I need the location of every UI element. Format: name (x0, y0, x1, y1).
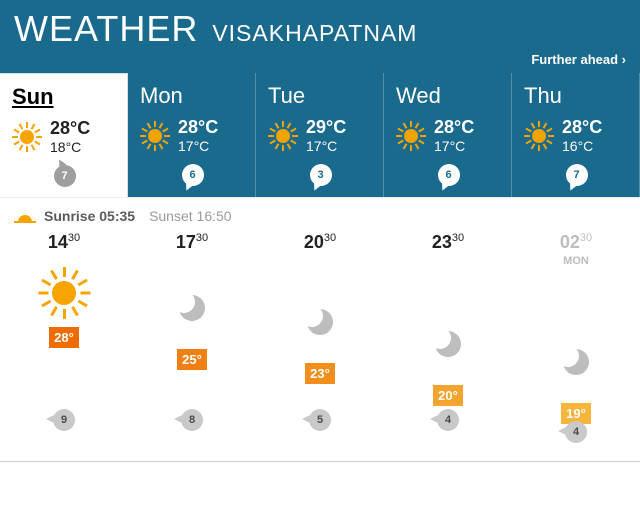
day-tab-mon[interactable]: Mon 28°C 17°C 6 (128, 73, 256, 197)
hour-time: 1730 (134, 232, 250, 253)
day-tab-sun[interactable]: Sun 28°C 18°C 7 (0, 73, 128, 197)
moon-icon (431, 327, 465, 361)
wind-badge: 8 (181, 409, 203, 431)
hour-column[interactable]: 1430 28° 9 (0, 232, 128, 443)
day-name: Thu (524, 83, 629, 109)
wind-badge: 7 (566, 164, 588, 186)
temp-badge: 25° (177, 349, 207, 370)
sunset-label: Sunset (149, 208, 193, 224)
day-name: Sun (12, 84, 117, 110)
title-weather: WEATHER (14, 8, 198, 50)
sun-icon (524, 121, 554, 151)
temp-badge: 28° (49, 327, 79, 348)
day-temps: 28°C 17°C (434, 117, 474, 154)
temp-high: 28°C (178, 117, 218, 138)
day-temps: 28°C 16°C (562, 117, 602, 154)
hour-time: 2030 (262, 232, 378, 253)
temp-low: 17°C (434, 138, 474, 154)
temp-high: 28°C (50, 118, 90, 139)
day-name: Mon (140, 83, 245, 109)
temp-low: 18°C (50, 139, 90, 155)
temp-high: 28°C (562, 117, 602, 138)
further-ahead-link[interactable]: Further ahead (14, 52, 626, 67)
sun-icon (12, 122, 42, 152)
day-temps: 28°C 17°C (178, 117, 218, 154)
sun-icon (140, 121, 170, 151)
hourly-row: 1430 28° 9 1730 25° 8 2030 23° 5 2330 (0, 228, 640, 461)
wind-badge: 6 (182, 164, 204, 186)
hour-time: 2330 (390, 232, 506, 253)
day-tab-wed[interactable]: Wed 28°C 17°C 6 (384, 73, 512, 197)
title-city: VISAKHAPATNAM (212, 20, 417, 47)
sunrise-sunset-row: Sunrise 05:35 Sunset 16:50 (0, 197, 640, 228)
sunrise-time: 05:35 (99, 208, 135, 224)
sun-icon (268, 121, 298, 151)
sun-icon (396, 121, 426, 151)
days-row: Sun 28°C 18°C 7 Mon 28°C 17°C 6 Tue 29° (0, 73, 640, 197)
day-tab-thu[interactable]: Thu 28°C 16°C 7 (512, 73, 640, 197)
temp-high: 29°C (306, 117, 346, 138)
day-tab-tue[interactable]: Tue 29°C 17°C 3 (256, 73, 384, 197)
wind-badge: 6 (438, 164, 460, 186)
temp-low: 17°C (306, 138, 346, 154)
temp-high: 28°C (434, 117, 474, 138)
hour-time: 0230 (518, 232, 634, 253)
wind-badge: 3 (310, 164, 332, 186)
temp-badge: 23° (305, 363, 335, 384)
moon-icon (559, 345, 593, 379)
sunset-time: 16:50 (197, 208, 232, 224)
weather-widget: WEATHER VISAKHAPATNAM Further ahead Sun … (0, 0, 640, 462)
next-day-label: MON (518, 255, 634, 267)
temp-badge: 20° (433, 385, 463, 406)
hour-column[interactable]: 0230 MON 19° 4 (512, 232, 640, 443)
day-name: Wed (396, 83, 501, 109)
sunrise-label: Sunrise (44, 208, 95, 224)
header: WEATHER VISAKHAPATNAM Further ahead (0, 0, 640, 73)
wind-badge: 9 (53, 409, 75, 431)
moon-icon (303, 305, 337, 339)
hour-time: 1430 (6, 232, 122, 253)
wind-badge: 5 (309, 409, 331, 431)
wind-badge: 7 (54, 165, 76, 187)
day-name: Tue (268, 83, 373, 109)
sunrise-icon (14, 209, 36, 223)
hour-column[interactable]: 2330 20° 4 (384, 232, 512, 443)
day-temps: 29°C 17°C (306, 117, 346, 154)
temp-low: 16°C (562, 138, 602, 154)
wind-badge: 4 (565, 421, 587, 443)
hour-column[interactable]: 1730 25° 8 (128, 232, 256, 443)
sun-icon (38, 267, 90, 319)
day-temps: 28°C 18°C (50, 118, 90, 155)
hour-column[interactable]: 2030 23° 5 (256, 232, 384, 443)
temp-low: 17°C (178, 138, 218, 154)
moon-icon (175, 291, 209, 325)
wind-badge: 4 (437, 409, 459, 431)
